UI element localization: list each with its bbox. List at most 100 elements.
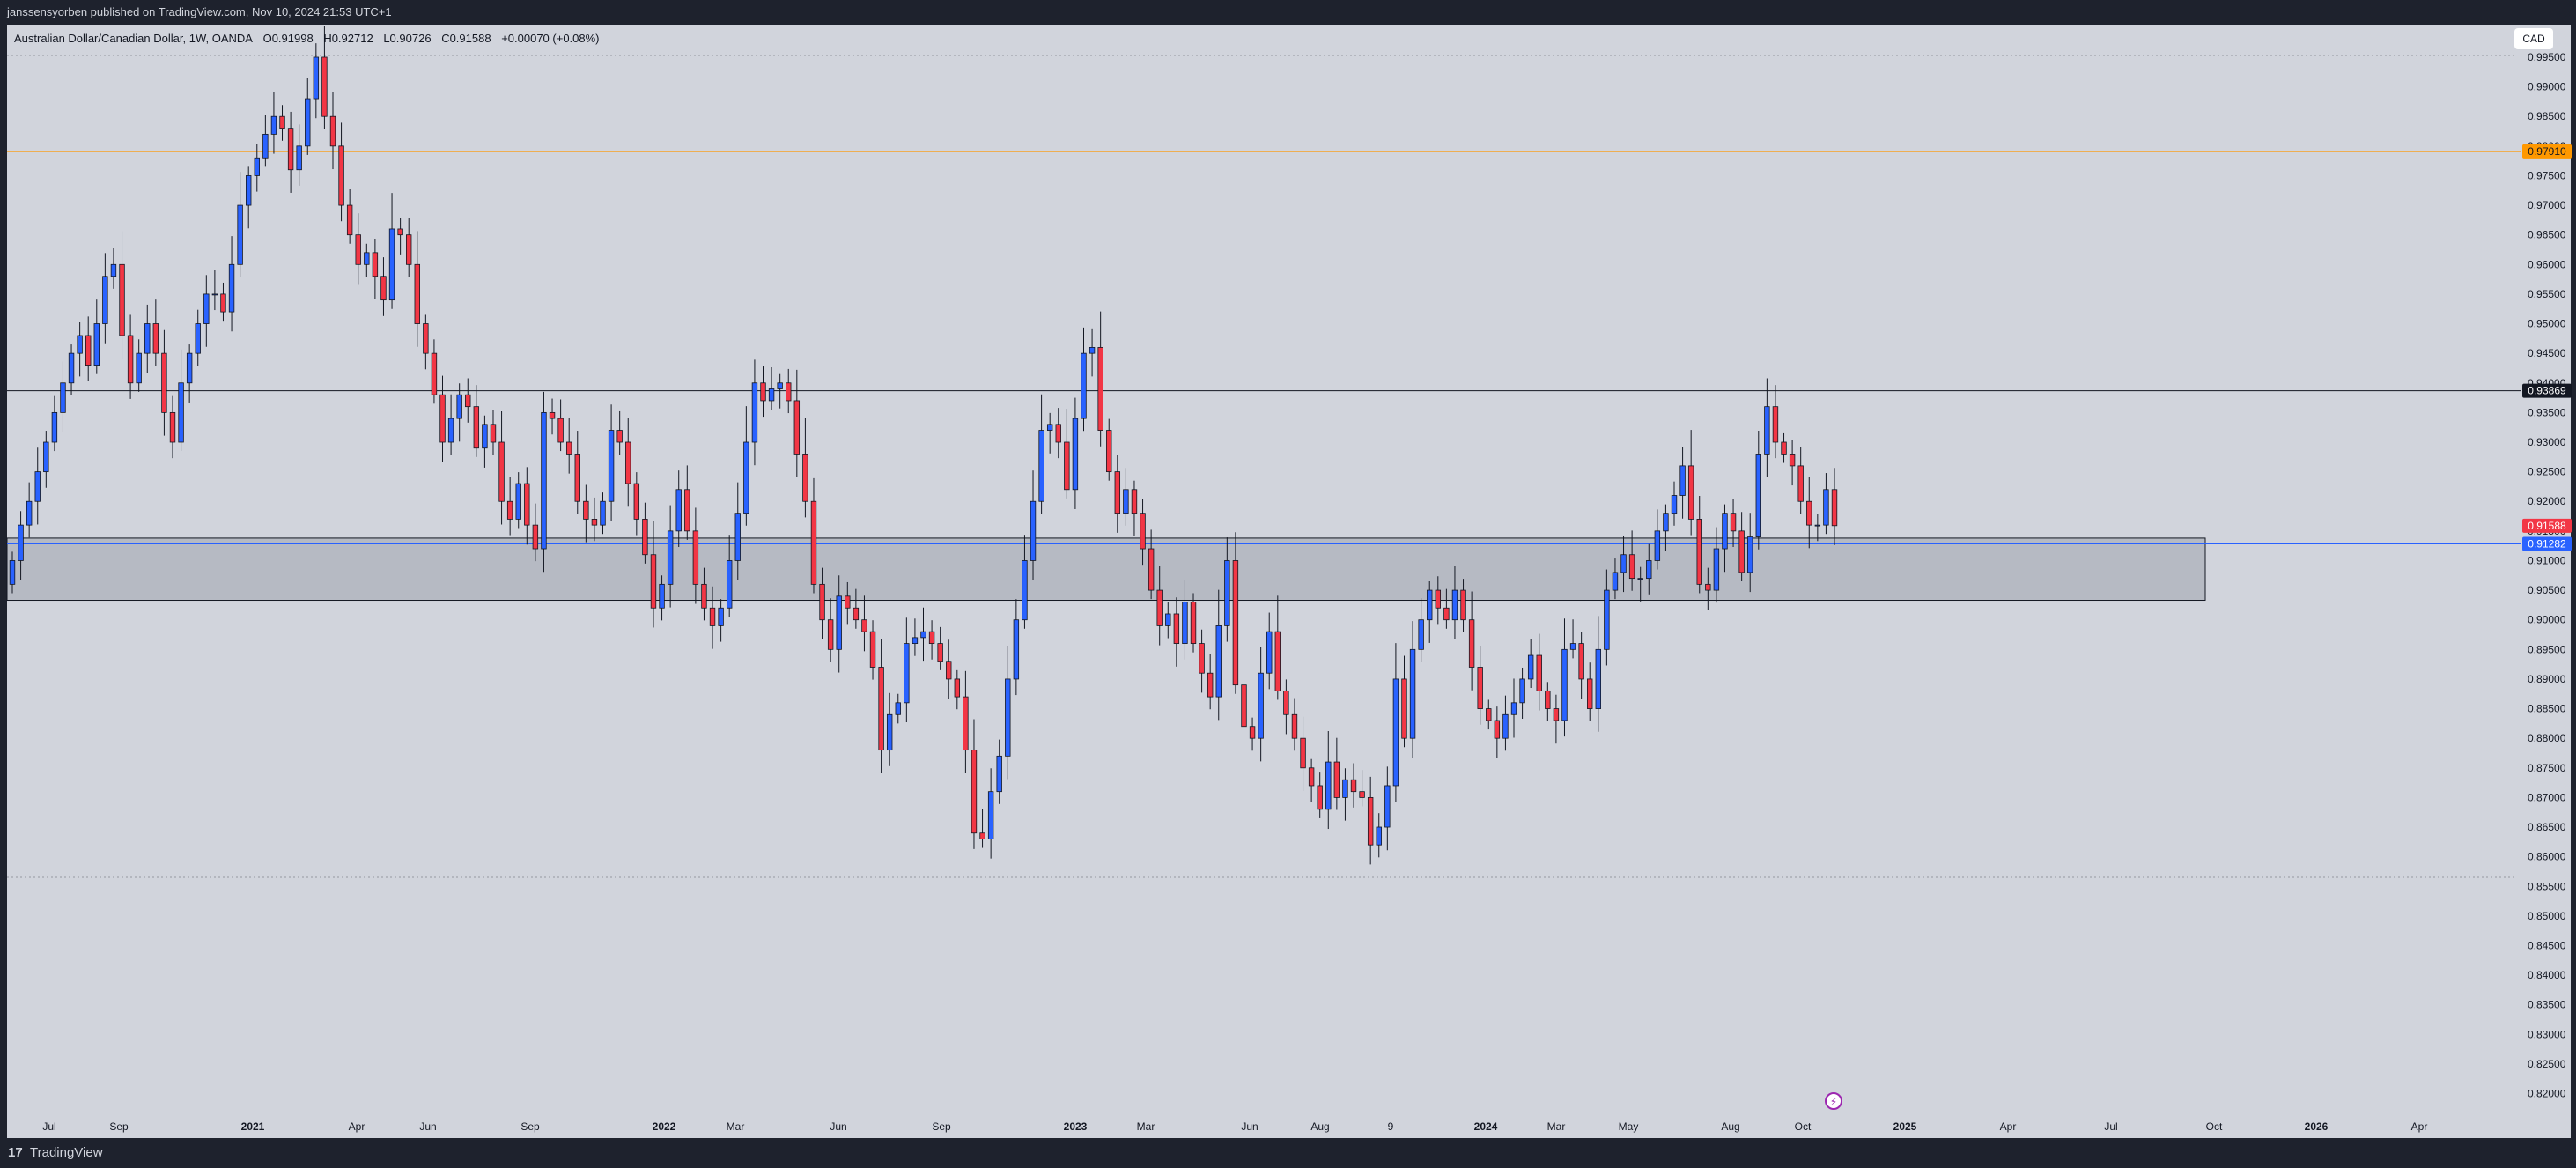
candle — [388, 193, 395, 309]
candle — [1713, 527, 1720, 603]
candle-body — [760, 382, 766, 402]
candle-body — [583, 500, 589, 520]
candle-body — [473, 406, 480, 449]
candle — [1451, 566, 1458, 639]
candle — [1342, 768, 1348, 821]
candle-body — [246, 175, 252, 206]
candle — [979, 809, 985, 848]
candle-body — [1106, 430, 1112, 473]
candle-body — [1241, 684, 1247, 728]
horizontal-levels[interactable] — [7, 151, 2521, 545]
y-tick-label: 0.91000 — [2528, 554, 2566, 566]
candle — [1038, 394, 1044, 514]
candle-body — [144, 323, 151, 354]
price-tag-label: 0.91588 — [2528, 520, 2566, 532]
support-resistance-zone[interactable] — [6, 537, 2206, 602]
candle-body — [1274, 631, 1281, 691]
candle — [1249, 717, 1256, 751]
candle-body — [1654, 530, 1661, 561]
candle-body — [1350, 779, 1357, 793]
candle — [1199, 629, 1205, 693]
candle — [1578, 632, 1584, 699]
x-tick-label: Apr — [2411, 1120, 2428, 1133]
candle-body — [1519, 678, 1525, 704]
candle-body — [51, 411, 58, 443]
candle — [1443, 588, 1450, 629]
candle-body — [920, 631, 926, 639]
candle — [1435, 576, 1442, 625]
symbol-name[interactable]: Australian Dollar/Canadian Dollar, 1W, O… — [14, 32, 253, 45]
zone-rect[interactable] — [6, 537, 2206, 602]
x-tick-label: Mar — [1137, 1120, 1155, 1133]
candle — [878, 639, 884, 773]
candle — [819, 567, 825, 639]
candle-body — [1342, 779, 1348, 798]
candle — [169, 395, 176, 459]
price-axis[interactable]: 0.995000.990000.985000.980000.975000.970… — [2528, 51, 2566, 1100]
candle — [1502, 695, 1509, 751]
tradingview-logo-icon[interactable]: 17 — [8, 1145, 23, 1160]
candle-body — [751, 382, 758, 443]
candle — [751, 359, 758, 466]
candle — [532, 503, 539, 562]
candle — [541, 391, 547, 573]
price-tag-label: 0.91282 — [2528, 538, 2566, 551]
candle-body — [1687, 465, 1694, 520]
candle-body — [1148, 548, 1155, 591]
x-tick-label: 2022 — [653, 1120, 676, 1133]
y-tick-label: 0.86500 — [2528, 821, 2566, 833]
candle-body — [178, 382, 184, 443]
candle — [287, 111, 294, 193]
candle — [853, 588, 860, 629]
candle — [506, 477, 513, 536]
candle-body — [169, 411, 176, 443]
candle — [1510, 678, 1517, 738]
candle — [305, 78, 311, 155]
x-tick-label: Jul — [2104, 1120, 2117, 1133]
bottom-bar: 17 TradingView — [0, 1138, 2576, 1168]
event-icon[interactable] — [1825, 1092, 1842, 1110]
candle-body — [9, 560, 16, 585]
candle-body — [1679, 465, 1686, 496]
candle-body — [1064, 441, 1070, 491]
candle-body — [110, 263, 117, 277]
currency-button[interactable]: CAD — [2514, 28, 2553, 49]
candle — [1401, 655, 1407, 748]
y-tick-label: 0.83500 — [2528, 999, 2566, 1011]
candle-body — [743, 441, 749, 514]
candle-body — [506, 500, 513, 520]
candle-body — [946, 661, 952, 680]
candle — [26, 482, 33, 538]
x-tick-label: Sep — [520, 1120, 540, 1133]
candle-body — [1587, 678, 1593, 709]
candle-body — [1266, 631, 1273, 674]
candle — [77, 322, 83, 377]
candle — [928, 620, 935, 660]
candle-body — [793, 400, 801, 455]
x-tick-label: Apr — [2000, 1120, 2017, 1133]
candle-body — [1291, 713, 1298, 739]
candle — [675, 470, 682, 548]
time-axis[interactable]: Jul Sep 2021 Apr Jun Sep 2022 Mar Jun Sep 2023 Mar J… — [42, 1120, 2427, 1133]
candle-body — [482, 424, 488, 449]
candle-body — [667, 530, 674, 585]
candle — [136, 339, 142, 392]
candle-body — [557, 418, 564, 443]
candle — [93, 299, 100, 374]
candle-body — [802, 454, 808, 502]
candle-body — [397, 228, 403, 236]
candle — [372, 239, 379, 299]
ohlc-high: H0.92712 — [323, 32, 373, 45]
candle-body — [886, 713, 893, 751]
candle — [1797, 447, 1804, 514]
candle-body — [498, 441, 505, 502]
candle — [1207, 654, 1214, 710]
candle — [102, 253, 108, 344]
candle — [1173, 597, 1180, 667]
candle-body — [1046, 424, 1053, 431]
brand-name[interactable]: TradingView — [30, 1145, 103, 1160]
candle — [1806, 477, 1812, 549]
candle-body — [1131, 489, 1138, 514]
candle-body — [642, 519, 648, 556]
